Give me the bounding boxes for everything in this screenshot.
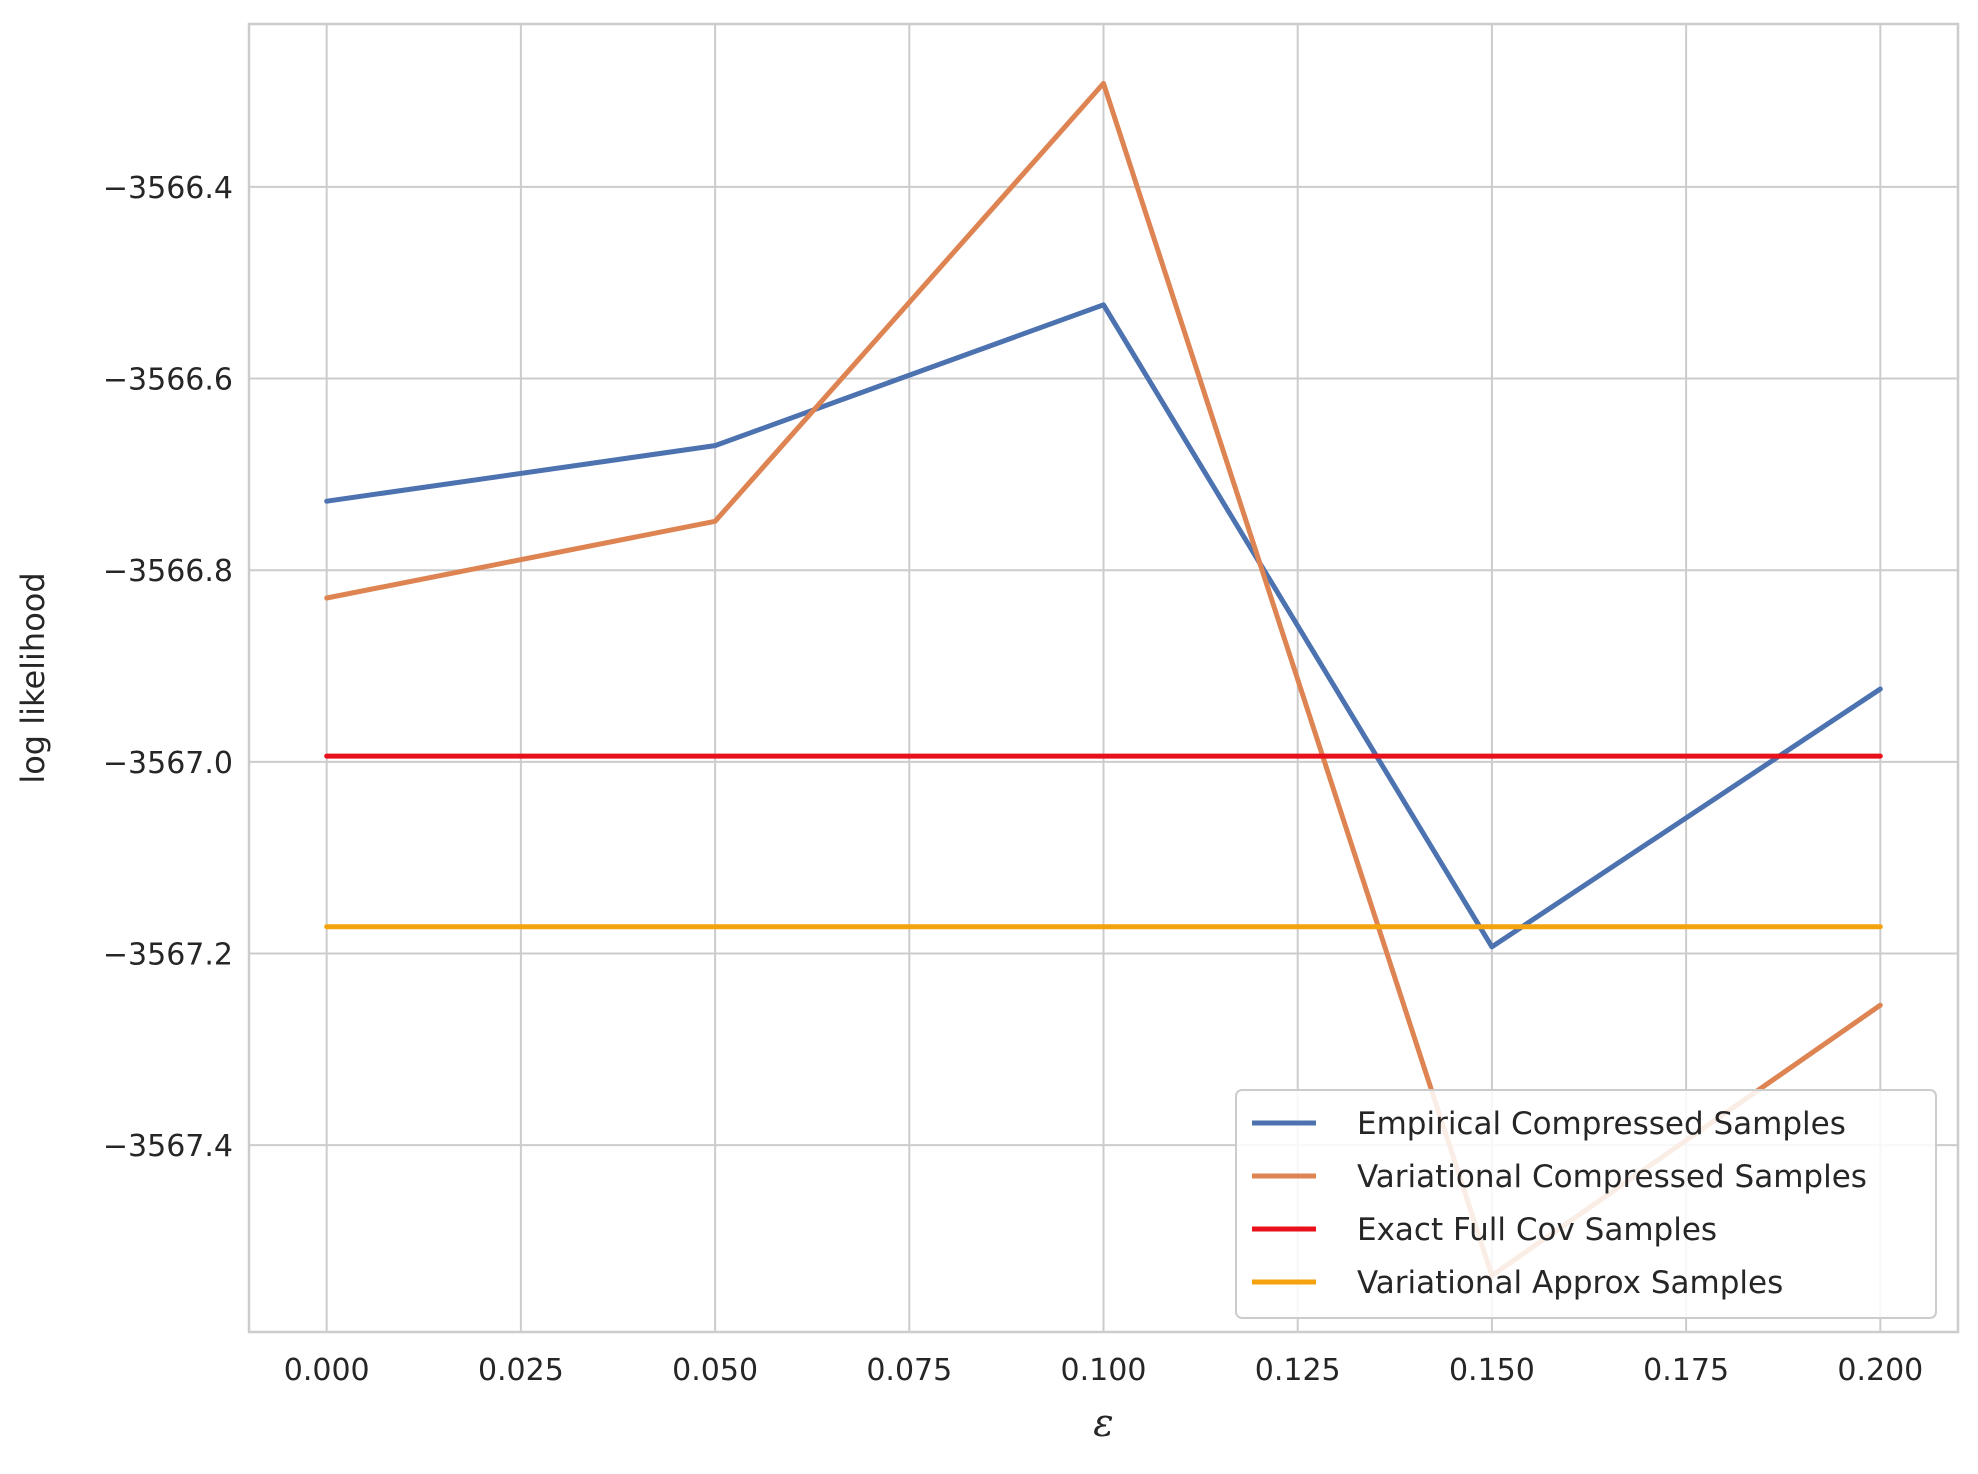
y-axis-label: log likelihood bbox=[14, 572, 52, 783]
grid bbox=[249, 24, 1958, 1332]
y-tick-label: −3566.4 bbox=[103, 171, 233, 206]
x-tick-label: 0.200 bbox=[1837, 1353, 1923, 1388]
x-tick-label: 0.075 bbox=[866, 1353, 952, 1388]
y-tick-label: −3567.0 bbox=[103, 746, 233, 781]
x-tick-label: 0.000 bbox=[284, 1353, 370, 1388]
legend: Empirical Compressed Samples Variational … bbox=[1235, 1089, 1937, 1319]
tick-labels: 0.000 0.025 0.050 0.075 0.100 0.125 0.150 0.175… bbox=[103, 171, 1923, 1388]
legend-label: Exact Full Cov Samples bbox=[1357, 1212, 1717, 1248]
x-tick-label: 0.125 bbox=[1255, 1353, 1341, 1388]
x-tick-label: 0.050 bbox=[672, 1353, 758, 1388]
legend-label: Empirical Compressed Samples bbox=[1357, 1106, 1846, 1142]
series-line-1 bbox=[324, 302, 1883, 950]
y-tick-label: −3567.4 bbox=[103, 1129, 233, 1164]
x-tick-label: 0.175 bbox=[1643, 1353, 1729, 1388]
x-tick-label: 0.025 bbox=[478, 1353, 564, 1388]
plot-frame bbox=[247, 22, 1960, 1334]
x-tick-label: 0.150 bbox=[1449, 1353, 1535, 1388]
legend-label: Variational Approx Samples bbox=[1357, 1265, 1783, 1301]
x-tick-label: 0.100 bbox=[1061, 1353, 1147, 1388]
y-tick-label: −3566.8 bbox=[103, 554, 233, 589]
legend-box bbox=[1235, 1089, 1937, 1319]
x-axis-label: ε bbox=[1093, 1401, 1113, 1445]
y-tick-label: −3566.6 bbox=[103, 363, 233, 398]
y-tick-label: −3567.2 bbox=[103, 937, 233, 972]
legend-label: Variational Compressed Samples bbox=[1357, 1159, 1867, 1195]
